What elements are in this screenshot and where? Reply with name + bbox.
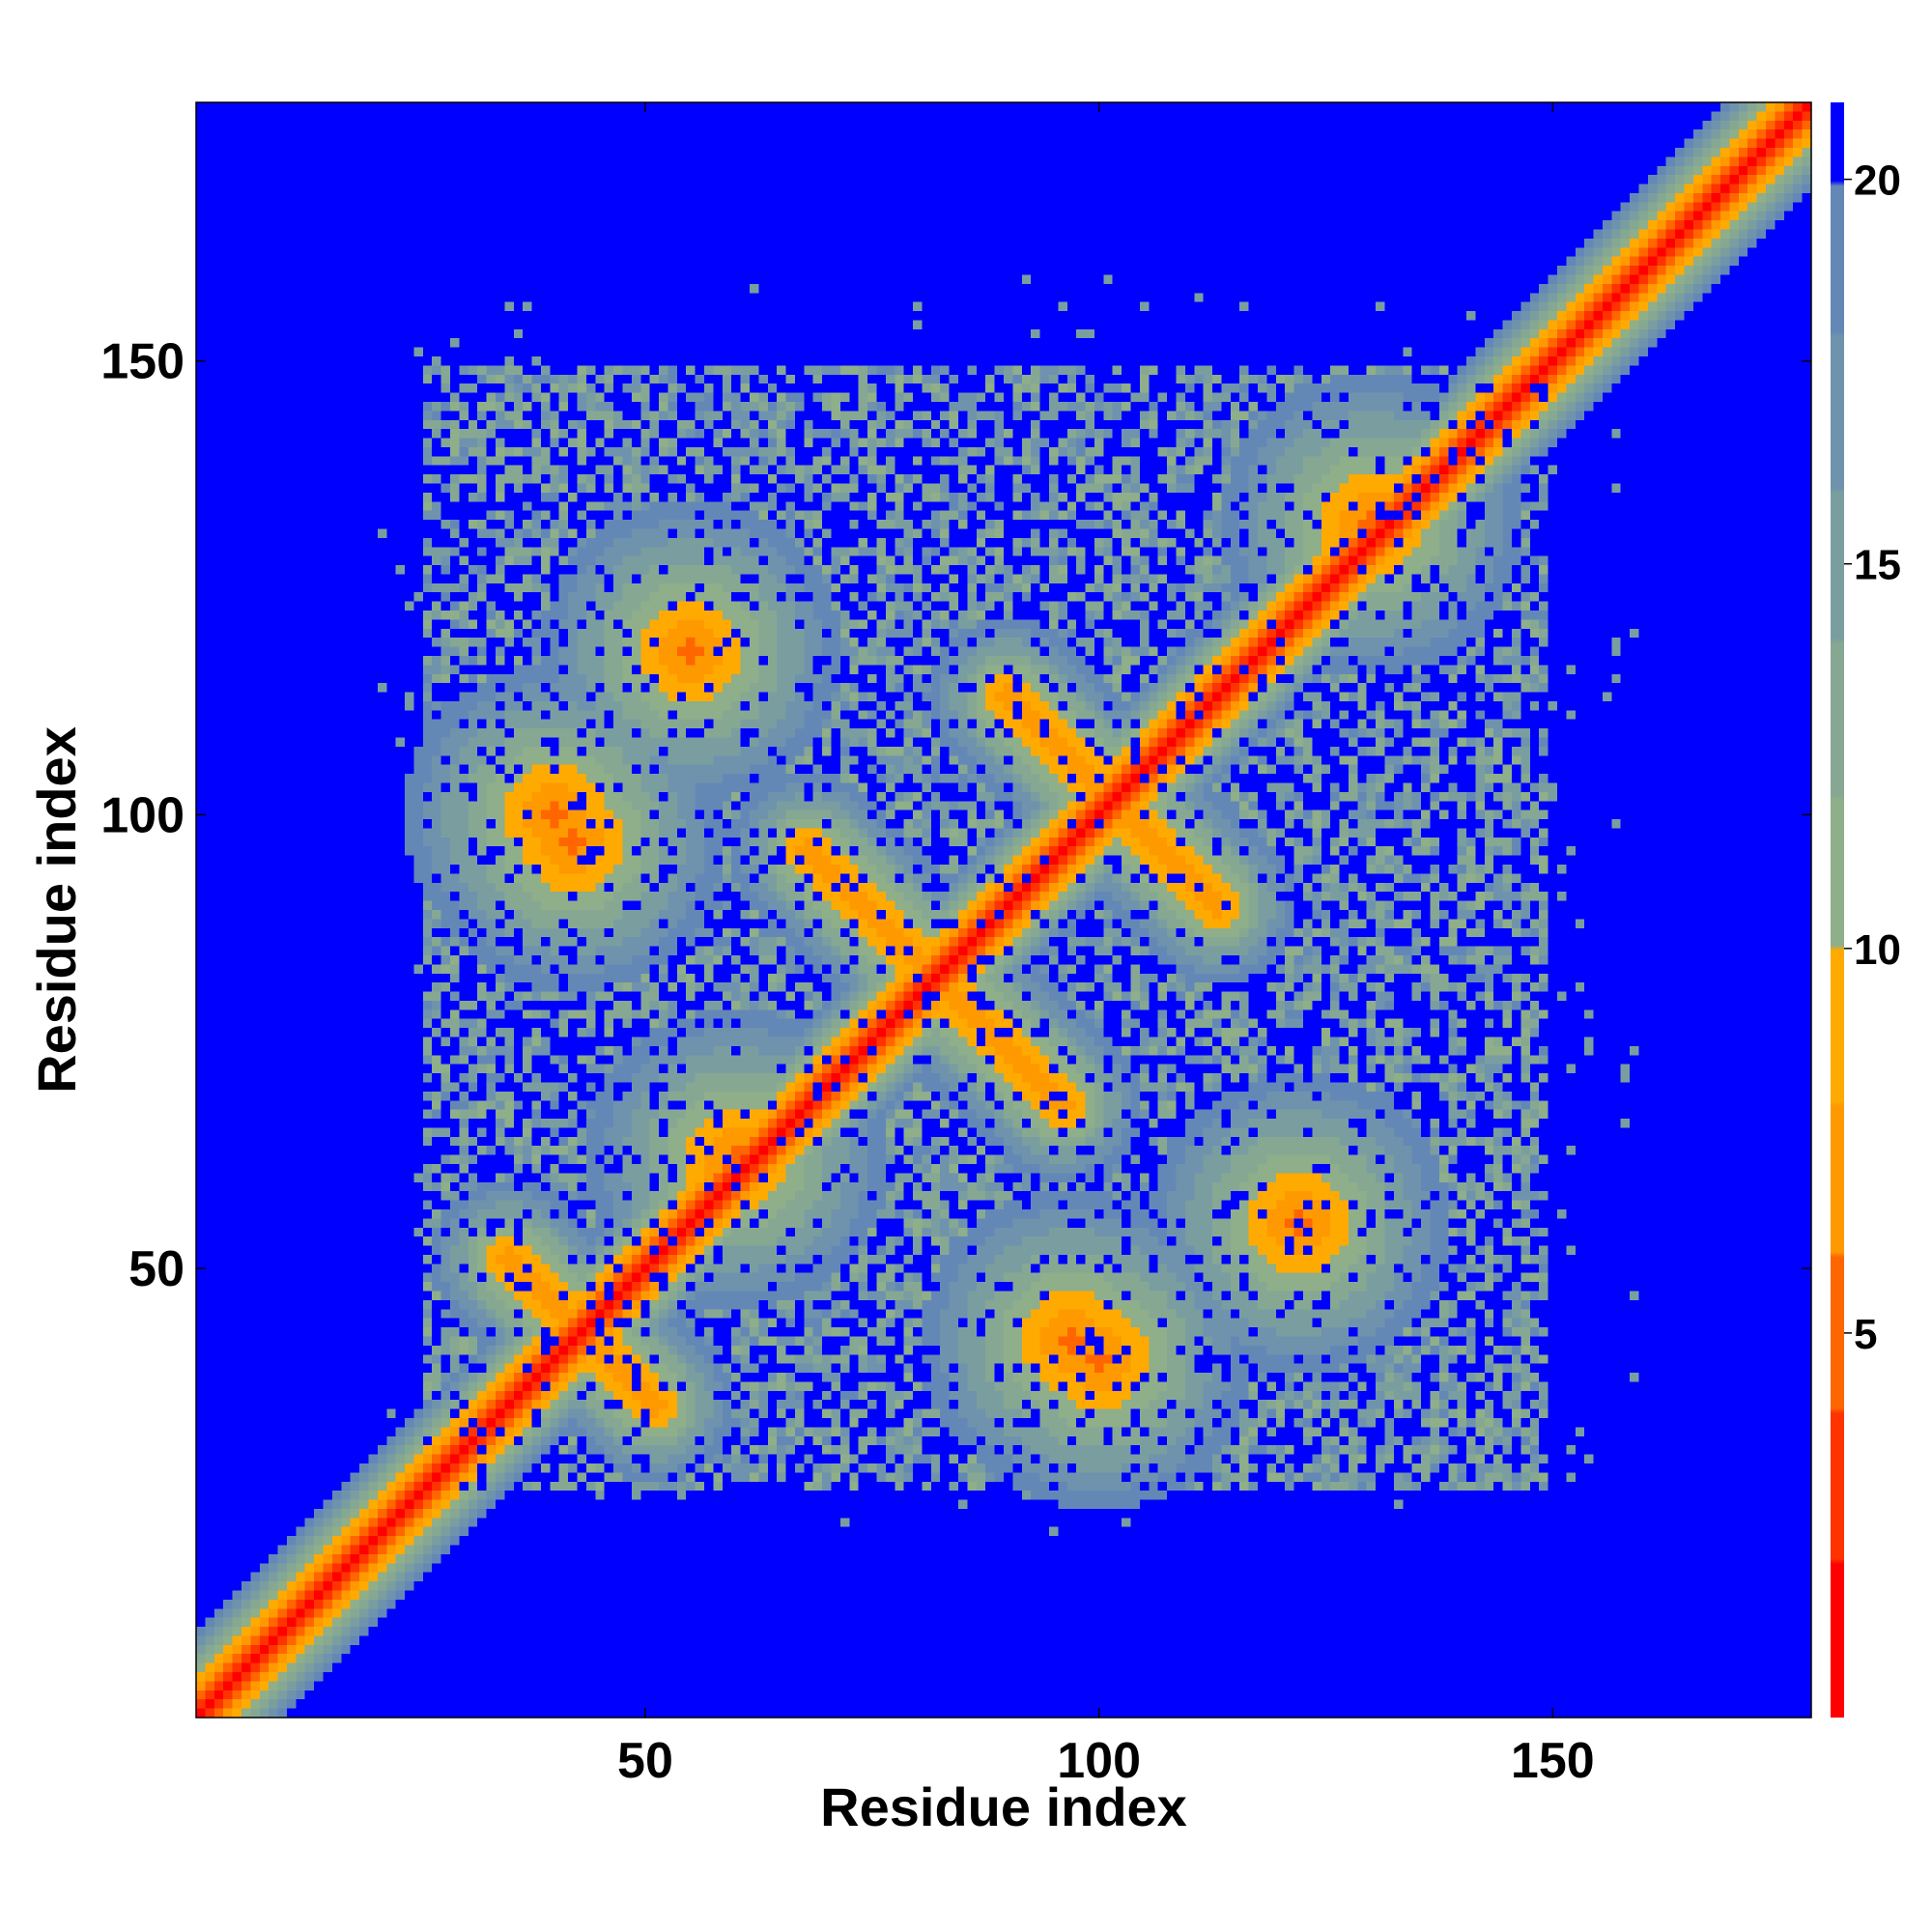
plot-frame <box>195 101 1812 1719</box>
colorbar-tick-label: 5 <box>1854 1311 1877 1358</box>
colorbar <box>1831 102 1844 1718</box>
colorbar-ticks: 5 10 15 20 <box>1844 157 1901 1358</box>
x-axis-ticks: 50 100 150 <box>617 102 1595 1789</box>
heatmap-grid <box>196 102 1811 1718</box>
x-axis-label: Residue index <box>820 1776 1187 1837</box>
y-axis-ticks: 50 100 150 <box>100 334 1811 1297</box>
y-axis-label: Residue index <box>26 726 87 1094</box>
colorbar-tick-label: 15 <box>1854 542 1901 589</box>
y-tick-label: 50 <box>128 1241 185 1297</box>
y-tick-label: 100 <box>100 787 185 843</box>
x-tick-label: 100 <box>1057 1733 1141 1789</box>
x-tick-label: 150 <box>1511 1733 1595 1789</box>
x-tick-label: 50 <box>617 1733 673 1789</box>
y-tick-label: 150 <box>100 334 185 390</box>
colorbar-tick-label: 20 <box>1854 157 1901 205</box>
colorbar-tick-label: 10 <box>1854 926 1901 974</box>
